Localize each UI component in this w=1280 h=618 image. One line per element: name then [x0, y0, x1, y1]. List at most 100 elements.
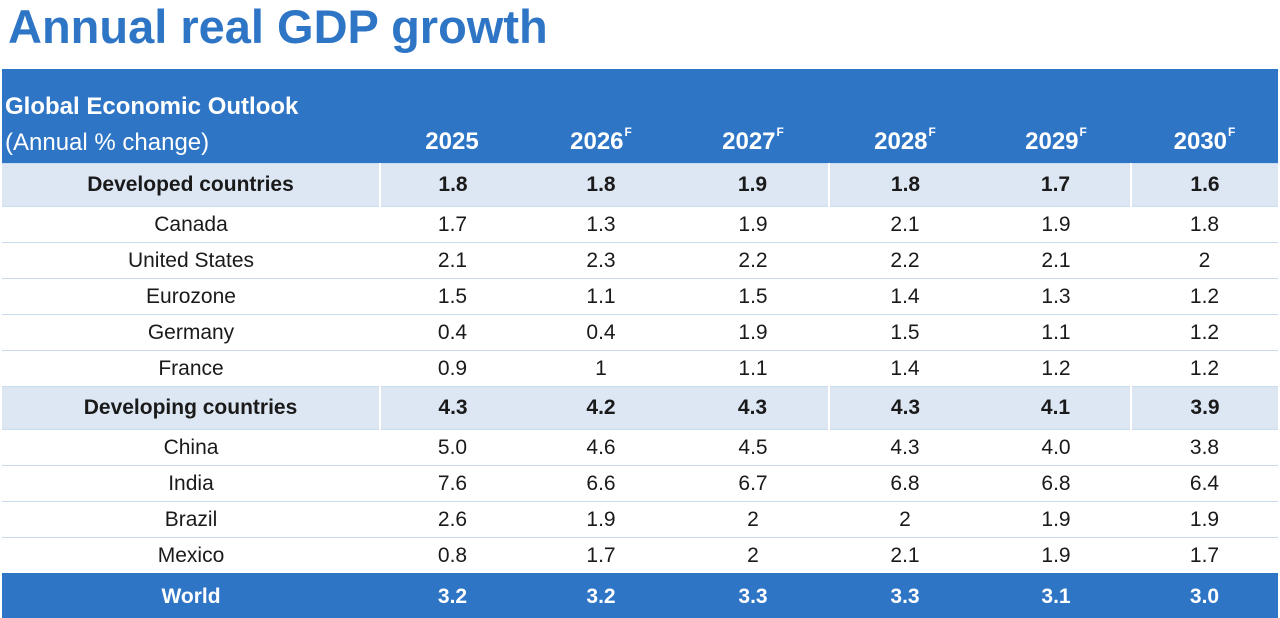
- value-cell: 4.3: [829, 430, 981, 466]
- value-cell: 1.9: [981, 502, 1131, 538]
- row-label: Developing countries: [2, 387, 380, 430]
- value-cell: 1.2: [1131, 351, 1278, 387]
- value-cell: 4.2: [525, 387, 677, 430]
- year-label: 2029: [1025, 128, 1078, 155]
- value-cell: 3.9: [1131, 387, 1278, 430]
- forecast-marker: F: [1228, 125, 1235, 139]
- value-cell: 3.2: [380, 574, 525, 618]
- value-cell: 1.3: [525, 207, 677, 243]
- value-cell: 2: [829, 502, 981, 538]
- year-header-2026: 2026F: [525, 69, 677, 164]
- value-cell: 6.8: [829, 466, 981, 502]
- value-cell: 2: [677, 538, 829, 575]
- gdp-table: Global Economic Outlook (Annual % change…: [2, 69, 1278, 618]
- value-cell: 3.0: [1131, 574, 1278, 618]
- year-header-2025: 2025: [380, 69, 525, 164]
- value-cell: 6.8: [981, 466, 1131, 502]
- year-header-2027: 2027F: [677, 69, 829, 164]
- value-cell: 1.2: [1131, 315, 1278, 351]
- value-cell: 2.6: [380, 502, 525, 538]
- table-header-label: Global Economic Outlook (Annual % change…: [2, 69, 380, 164]
- value-cell: 3.2: [525, 574, 677, 618]
- row-label: Germany: [2, 315, 380, 351]
- value-cell: 1.7: [1131, 538, 1278, 575]
- value-cell: 1.4: [829, 351, 981, 387]
- value-cell: 2: [1131, 243, 1278, 279]
- value-cell: 1.5: [829, 315, 981, 351]
- table-header-subtitle: (Annual % change): [5, 125, 380, 161]
- value-cell: 1.7: [981, 164, 1131, 207]
- year-label: 2026: [570, 128, 623, 155]
- forecast-marker: F: [777, 125, 784, 139]
- value-cell: 1.6: [1131, 164, 1278, 207]
- value-cell: 1.4: [829, 279, 981, 315]
- value-cell: 0.8: [380, 538, 525, 575]
- value-cell: 3.8: [1131, 430, 1278, 466]
- value-cell: 1.9: [981, 207, 1131, 243]
- value-cell: 1.8: [525, 164, 677, 207]
- year-label: 2027: [722, 128, 775, 155]
- value-cell: 6.6: [525, 466, 677, 502]
- value-cell: 4.1: [981, 387, 1131, 430]
- value-cell: 4.3: [380, 387, 525, 430]
- row-label: Eurozone: [2, 279, 380, 315]
- value-cell: 3.3: [829, 574, 981, 618]
- value-cell: 1.5: [677, 279, 829, 315]
- forecast-marker: F: [929, 125, 936, 139]
- value-cell: 2: [677, 502, 829, 538]
- table-header-row: Global Economic Outlook (Annual % change…: [2, 69, 1278, 164]
- value-cell: 2.1: [380, 243, 525, 279]
- value-cell: 4.5: [677, 430, 829, 466]
- value-cell: 6.7: [677, 466, 829, 502]
- row-label: Brazil: [2, 502, 380, 538]
- value-cell: 1.8: [829, 164, 981, 207]
- value-cell: 4.3: [677, 387, 829, 430]
- value-cell: 2.2: [677, 243, 829, 279]
- value-cell: 1.3: [981, 279, 1131, 315]
- value-cell: 1.9: [677, 315, 829, 351]
- page-title: Annual real GDP growth: [8, 0, 548, 58]
- value-cell: 1.7: [380, 207, 525, 243]
- value-cell: 6.4: [1131, 466, 1278, 502]
- year-header-2030: 2030F: [1131, 69, 1278, 164]
- value-cell: 1.8: [380, 164, 525, 207]
- row-label: France: [2, 351, 380, 387]
- year-label: 2030: [1174, 128, 1227, 155]
- value-cell: 2.3: [525, 243, 677, 279]
- value-cell: 1.9: [677, 164, 829, 207]
- value-cell: 1.1: [525, 279, 677, 315]
- value-cell: 1.5: [380, 279, 525, 315]
- row-label: Mexico: [2, 538, 380, 575]
- row-label: World: [2, 574, 380, 618]
- forecast-marker: F: [1080, 125, 1087, 139]
- value-cell: 1.8: [1131, 207, 1278, 243]
- row-label: China: [2, 430, 380, 466]
- value-cell: 0.9: [380, 351, 525, 387]
- value-cell: 1.9: [525, 502, 677, 538]
- value-cell: 1.1: [677, 351, 829, 387]
- row-label: United States: [2, 243, 380, 279]
- value-cell: 4.6: [525, 430, 677, 466]
- value-cell: 3.1: [981, 574, 1131, 618]
- value-cell: 2.1: [829, 538, 981, 575]
- value-cell: 5.0: [380, 430, 525, 466]
- value-cell: 0.4: [380, 315, 525, 351]
- value-cell: 1.1: [981, 315, 1131, 351]
- value-cell: 4.3: [829, 387, 981, 430]
- value-cell: 7.6: [380, 466, 525, 502]
- year-header-2029: 2029F: [981, 69, 1131, 164]
- value-cell: 2.1: [829, 207, 981, 243]
- row-label: Canada: [2, 207, 380, 243]
- value-cell: 2.2: [829, 243, 981, 279]
- value-cell: 4.0: [981, 430, 1131, 466]
- year-label: 2028: [874, 128, 927, 155]
